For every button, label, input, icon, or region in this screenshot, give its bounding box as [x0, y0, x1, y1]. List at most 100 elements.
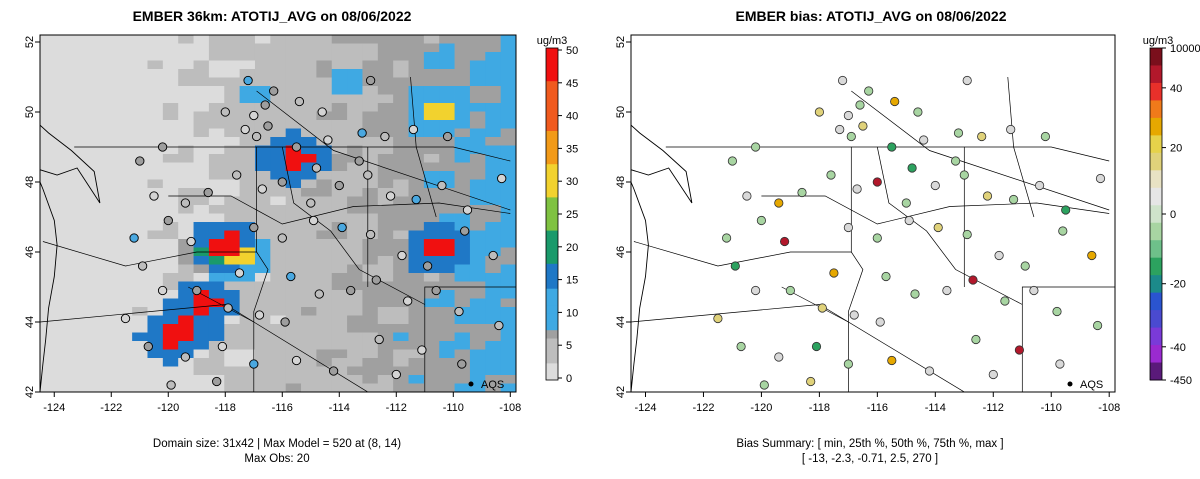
heatmap-cell [485, 35, 502, 44]
heatmap-cell [408, 77, 425, 87]
heatmap-cell [239, 230, 256, 240]
heatmap-cell [316, 128, 333, 138]
heatmap-cell [55, 94, 72, 104]
heatmap-cell [316, 256, 333, 265]
heatmap-cell [254, 43, 271, 53]
heatmap-cell [254, 298, 271, 308]
heatmap-cell [116, 349, 133, 359]
heatmap-cell [408, 86, 425, 95]
heatmap-cell [224, 179, 241, 189]
heatmap-cell [55, 341, 72, 350]
heatmap-cell [469, 52, 486, 61]
heatmap-cell [408, 120, 425, 129]
heatmap-cell [285, 222, 302, 231]
heatmap-cell [454, 60, 471, 70]
heatmap-cell [393, 120, 409, 129]
y-tick-label: 48 [24, 176, 36, 188]
heatmap-cell [101, 35, 118, 44]
right-footer-line-1: Bias Summary: [ min, 25th %, 50th %, 75t… [736, 438, 1003, 450]
heatmap-cell [439, 256, 455, 265]
colorbar-segment [546, 180, 558, 190]
heatmap-cell [285, 111, 302, 121]
heatmap-cell [469, 137, 486, 146]
heatmap-cell [270, 77, 287, 87]
bias-point [953, 128, 964, 138]
heatmap-cell [254, 264, 271, 274]
heatmap-cell [86, 230, 102, 240]
heatmap-cell [254, 247, 271, 257]
heatmap-cell [40, 145, 56, 155]
station-point [251, 131, 262, 142]
heatmap-cell [101, 383, 118, 393]
station-point [403, 296, 413, 306]
heatmap-cell [485, 264, 502, 274]
heatmap-cell [116, 94, 133, 104]
heatmap-cell [55, 239, 72, 248]
heatmap-cell [270, 230, 287, 240]
heatmap-cell [331, 77, 348, 87]
heatmap-cell [301, 77, 317, 87]
heatmap-cell [208, 52, 225, 61]
bias-colorbar-segment [1150, 275, 1162, 294]
heatmap-cell [347, 349, 363, 359]
colorbar-tick-label: 0 [566, 373, 572, 385]
bias-point [977, 131, 987, 142]
heatmap-cell [439, 137, 455, 146]
heatmap-cell [377, 103, 394, 112]
heatmap-cell [469, 77, 486, 87]
heatmap-cell [132, 60, 148, 70]
heatmap-cell [55, 111, 72, 121]
heatmap-cell [301, 222, 317, 231]
heatmap-cell [454, 383, 471, 393]
heatmap-cell [500, 137, 517, 146]
station-point [374, 334, 384, 345]
station-point [234, 268, 245, 278]
heatmap-cell [301, 145, 317, 155]
heatmap-cell [86, 171, 102, 180]
heatmap-cell [423, 230, 440, 240]
colorbar-segment [546, 247, 558, 256]
heatmap-cell [208, 162, 225, 172]
heatmap-cell [454, 332, 471, 342]
station-point [431, 285, 441, 296]
heatmap-cell [377, 341, 394, 350]
bias-point [881, 271, 891, 282]
colorbar-segment [546, 346, 558, 356]
heatmap-cell [239, 35, 256, 44]
heatmap-cell [132, 145, 148, 155]
heatmap-cell [116, 256, 133, 265]
heatmap-cell [193, 120, 210, 129]
heatmap-cell [101, 77, 118, 87]
heatmap-cell [224, 154, 241, 163]
heatmap-cell [70, 332, 87, 342]
heatmap-cell [500, 264, 517, 274]
heatmap-cell [239, 349, 256, 359]
heatmap-cell [70, 324, 87, 333]
heatmap-cell [116, 120, 133, 129]
bias-point [846, 131, 856, 142]
heatmap-cell [239, 196, 256, 206]
heatmap-cell [347, 69, 363, 78]
heatmap-cell [439, 332, 455, 342]
station-point [291, 142, 302, 152]
heatmap-cell [285, 315, 302, 325]
heatmap-cell [377, 324, 394, 333]
heatmap-cell [208, 290, 225, 299]
heatmap-cell [208, 230, 225, 240]
heatmap-cell [423, 273, 440, 282]
heatmap-cell [347, 247, 363, 257]
bias-point [774, 352, 784, 362]
colorbar-segment [546, 81, 558, 90]
heatmap-cell [423, 43, 440, 53]
heatmap-cell [454, 205, 471, 214]
heatmap-cell [423, 264, 440, 274]
heatmap-cell [86, 77, 102, 87]
heatmap-cell [178, 77, 194, 87]
heatmap-cell [40, 103, 56, 112]
heatmap-cell [270, 281, 287, 291]
heatmap-cell [301, 103, 317, 112]
heatmap-cell [132, 349, 148, 359]
heatmap-cell [423, 86, 440, 95]
heatmap-cell [439, 315, 455, 325]
heatmap-cell [70, 222, 87, 231]
